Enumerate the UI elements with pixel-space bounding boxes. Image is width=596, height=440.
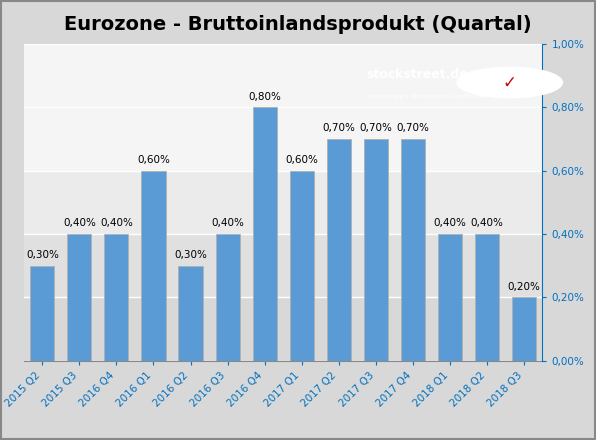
Bar	[253, 107, 277, 361]
Text: stockstreet.de: stockstreet.de	[367, 68, 468, 81]
Text: 0,40%: 0,40%	[211, 218, 244, 228]
Text: unabhängig • strategisch • treffischer: unabhängig • strategisch • treffischer	[367, 94, 487, 99]
Bar	[364, 139, 388, 361]
Text: 0,80%: 0,80%	[248, 92, 281, 102]
Text: 0,40%: 0,40%	[63, 218, 96, 228]
Bar	[24, 234, 542, 297]
Bar	[475, 234, 499, 361]
Bar	[141, 171, 166, 361]
Bar	[24, 171, 542, 234]
Bar	[178, 266, 203, 361]
Bar	[327, 139, 350, 361]
Bar	[30, 266, 54, 361]
Bar	[24, 44, 542, 171]
Text: 0,20%: 0,20%	[507, 282, 541, 292]
Bar	[24, 297, 542, 361]
Text: 0,70%: 0,70%	[396, 123, 429, 133]
Bar	[290, 171, 313, 361]
Bar	[512, 297, 536, 361]
Circle shape	[457, 67, 563, 98]
Text: 0,30%: 0,30%	[174, 250, 207, 260]
Text: 0,70%: 0,70%	[322, 123, 355, 133]
Text: 0,40%: 0,40%	[433, 218, 466, 228]
Text: Eurozone - Bruttoinlandsprodukt (Quartal): Eurozone - Bruttoinlandsprodukt (Quartal…	[64, 15, 532, 34]
Text: 0,60%: 0,60%	[137, 155, 170, 165]
Text: 0,40%: 0,40%	[470, 218, 503, 228]
Bar	[437, 234, 462, 361]
Bar	[216, 234, 240, 361]
Text: ✓: ✓	[503, 73, 517, 92]
Text: 0,60%: 0,60%	[285, 155, 318, 165]
Text: 0,70%: 0,70%	[359, 123, 392, 133]
Bar	[104, 234, 129, 361]
Text: 0,40%: 0,40%	[100, 218, 133, 228]
Bar	[401, 139, 425, 361]
Bar	[67, 234, 91, 361]
Text: 0,30%: 0,30%	[26, 250, 59, 260]
